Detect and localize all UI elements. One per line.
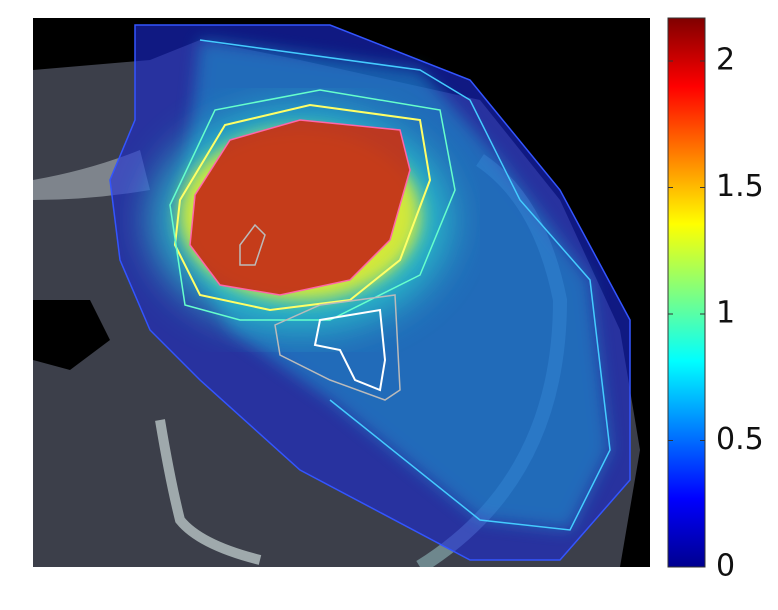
tick-label: 1 (716, 296, 735, 331)
tick-label: 2 (716, 43, 735, 78)
dose-image (33, 18, 650, 567)
tick-label: 0.5 (716, 422, 764, 457)
tick-label: 1.5 (716, 169, 764, 204)
tick-label: 0 (716, 549, 735, 584)
colorbar (667, 17, 706, 568)
colorbar-ticks: 0 0.5 1 1.5 2 (668, 43, 764, 584)
